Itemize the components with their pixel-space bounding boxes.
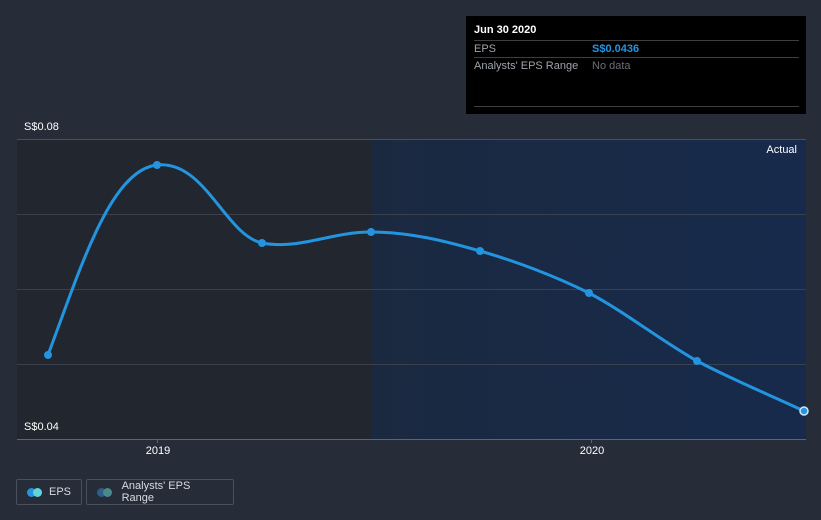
eps-point[interactable] <box>153 161 161 169</box>
tooltip-date: Jun 30 2020 <box>474 24 537 36</box>
tooltip-range-label: Analysts' EPS Range <box>474 60 579 72</box>
actual-region-label: Actual <box>766 144 797 156</box>
legend-range-label: Analysts' EPS Range <box>121 480 191 504</box>
x-axis-label-2019: 2019 <box>145 445 171 457</box>
eps-point[interactable] <box>585 289 593 297</box>
tooltip-divider <box>474 106 799 107</box>
eps-legend-icon <box>27 487 42 497</box>
gridlines <box>17 139 806 365</box>
eps-data-points <box>44 161 809 416</box>
x-axis-label-2020: 2020 <box>579 445 605 457</box>
tooltip-range-value: No data <box>592 60 631 72</box>
eps-point[interactable] <box>258 239 266 247</box>
analysts-range-legend-icon <box>97 487 113 497</box>
tooltip-row-eps: EPS S$0.0436 <box>474 40 799 58</box>
eps-point[interactable] <box>367 228 375 236</box>
y-axis-top-label: S$0.08 <box>24 121 59 133</box>
tooltip-eps-label: EPS <box>474 43 497 55</box>
eps-line <box>46 163 806 413</box>
eps-point[interactable] <box>693 357 701 365</box>
y-axis-bottom-label: S$0.04 <box>24 421 59 433</box>
data-tooltip: Jun 30 2020 EPS S$0.0436 Analysts' EPS R… <box>466 16 806 114</box>
legend-toggle-eps[interactable]: EPS <box>16 479 82 505</box>
eps-point[interactable] <box>44 351 52 359</box>
eps-point[interactable] <box>476 247 484 255</box>
legend-eps-label: EPS <box>48 486 71 498</box>
legend-toggle-analysts-eps-range[interactable]: Analysts' EPS Range <box>86 479 234 505</box>
tooltip-eps-value: S$0.0436 <box>592 43 640 55</box>
tooltip-row-range: Analysts' EPS Range No data <box>474 57 799 75</box>
eps-point-highlighted[interactable] <box>799 406 809 416</box>
